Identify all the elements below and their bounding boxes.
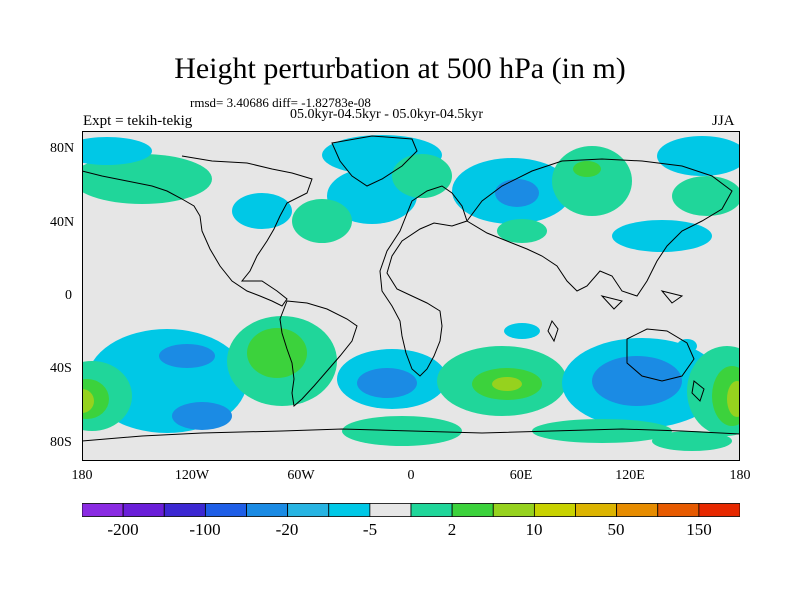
colorbar-label: -200 xyxy=(107,520,139,539)
colorbar-label: -5 xyxy=(362,520,378,539)
coastline-layer xyxy=(82,135,740,442)
colorbar xyxy=(82,503,740,517)
negative-anomaly-core xyxy=(592,356,682,406)
negative-anomaly-region xyxy=(232,193,292,229)
lat-label-equator: 0 xyxy=(65,288,72,303)
coastline-islands xyxy=(547,290,705,402)
colorbar-swatch xyxy=(246,503,289,517)
positive-anomaly-core xyxy=(247,328,307,378)
colorbar-label: 150 xyxy=(686,520,712,539)
negative-anomaly-region xyxy=(677,339,697,353)
coastline-asia xyxy=(466,158,733,297)
map-frame xyxy=(82,131,740,461)
colorbar-swatch xyxy=(328,503,371,517)
lon-label-60e: 60E xyxy=(509,468,533,483)
period-text: 05.0kyr-04.5kyr - 05.0kyr-04.5kyr xyxy=(290,107,484,122)
colorbar-swatch xyxy=(410,503,453,517)
map-panel xyxy=(82,131,740,461)
positive-anomaly-region xyxy=(652,431,732,451)
colorbar-swatch xyxy=(616,503,659,517)
plot-title: Height perturbation at 500 hPa (in m) xyxy=(174,52,626,85)
positive-anomaly-region xyxy=(552,146,632,216)
positive-anomaly-region xyxy=(392,154,452,198)
colorbar-swatch xyxy=(575,503,618,517)
negative-anomaly-region xyxy=(657,136,740,176)
colorbar-swatch xyxy=(451,503,494,517)
colorbar-swatch xyxy=(533,503,576,517)
colorbar-swatch xyxy=(492,503,535,517)
coastline-australia xyxy=(626,328,695,382)
negative-anomaly-core xyxy=(159,344,215,368)
colorbar-swatch xyxy=(122,503,165,517)
positive-anomaly-core xyxy=(573,161,601,177)
lat-label-80s: 80S xyxy=(50,435,72,450)
positive-anomaly-core xyxy=(727,381,740,417)
positive-anomaly-core xyxy=(492,377,522,391)
lon-label-120w: 120W xyxy=(174,468,210,483)
negative-anomaly-region xyxy=(504,323,540,339)
lat-label-80n: 80N xyxy=(50,141,75,156)
colorbar-label: 50 xyxy=(607,520,625,539)
negative-anomaly-core xyxy=(357,368,417,398)
coastline-greenland xyxy=(331,135,418,187)
lon-label-0: 0 xyxy=(407,468,415,483)
contour-fill-layer xyxy=(82,135,740,451)
positive-anomaly-region xyxy=(497,219,547,243)
negative-anomaly-core xyxy=(495,179,539,207)
lon-label-60w: 60W xyxy=(287,468,315,483)
colorbar-label: -100 xyxy=(189,520,221,539)
season-label: JJA xyxy=(712,113,735,129)
colorbar-swatch xyxy=(698,503,740,517)
lon-label-120e: 120E xyxy=(615,468,645,483)
positive-anomaly-region xyxy=(532,419,672,443)
colorbar-swatch xyxy=(287,503,330,517)
negative-anomaly-region xyxy=(612,220,712,252)
positive-anomaly-region xyxy=(82,154,212,204)
coastline-south-america xyxy=(279,300,358,407)
colorbar-label: 10 xyxy=(525,520,543,539)
colorbar-swatch xyxy=(163,503,206,517)
positive-anomaly-region xyxy=(292,199,352,243)
colorbar-swatch xyxy=(82,503,124,517)
experiment-label: Expt = tekih-tekig xyxy=(83,113,193,129)
colorbar-swatch xyxy=(204,503,247,517)
colorbar-swatch xyxy=(657,503,700,517)
colorbar-label: -20 xyxy=(275,520,299,539)
colorbar-swatch xyxy=(369,503,412,517)
lon-label-180e: 180 xyxy=(729,468,751,483)
negative-anomaly-region xyxy=(82,137,152,165)
lat-label-40n: 40N xyxy=(50,215,75,230)
lat-label-40s: 40S xyxy=(50,361,72,376)
positive-anomaly-core xyxy=(82,389,94,413)
coastline-north-america xyxy=(82,155,313,307)
colorbar-label: 2 xyxy=(447,520,457,539)
negative-anomaly-core xyxy=(172,402,232,430)
stats-text: rmsd= 3.40686 diff= -1.82783e-08 xyxy=(190,95,371,110)
lon-label-180w: 180 xyxy=(71,468,93,483)
coastline-antarctica xyxy=(82,428,740,442)
positive-anomaly-region xyxy=(672,176,740,216)
